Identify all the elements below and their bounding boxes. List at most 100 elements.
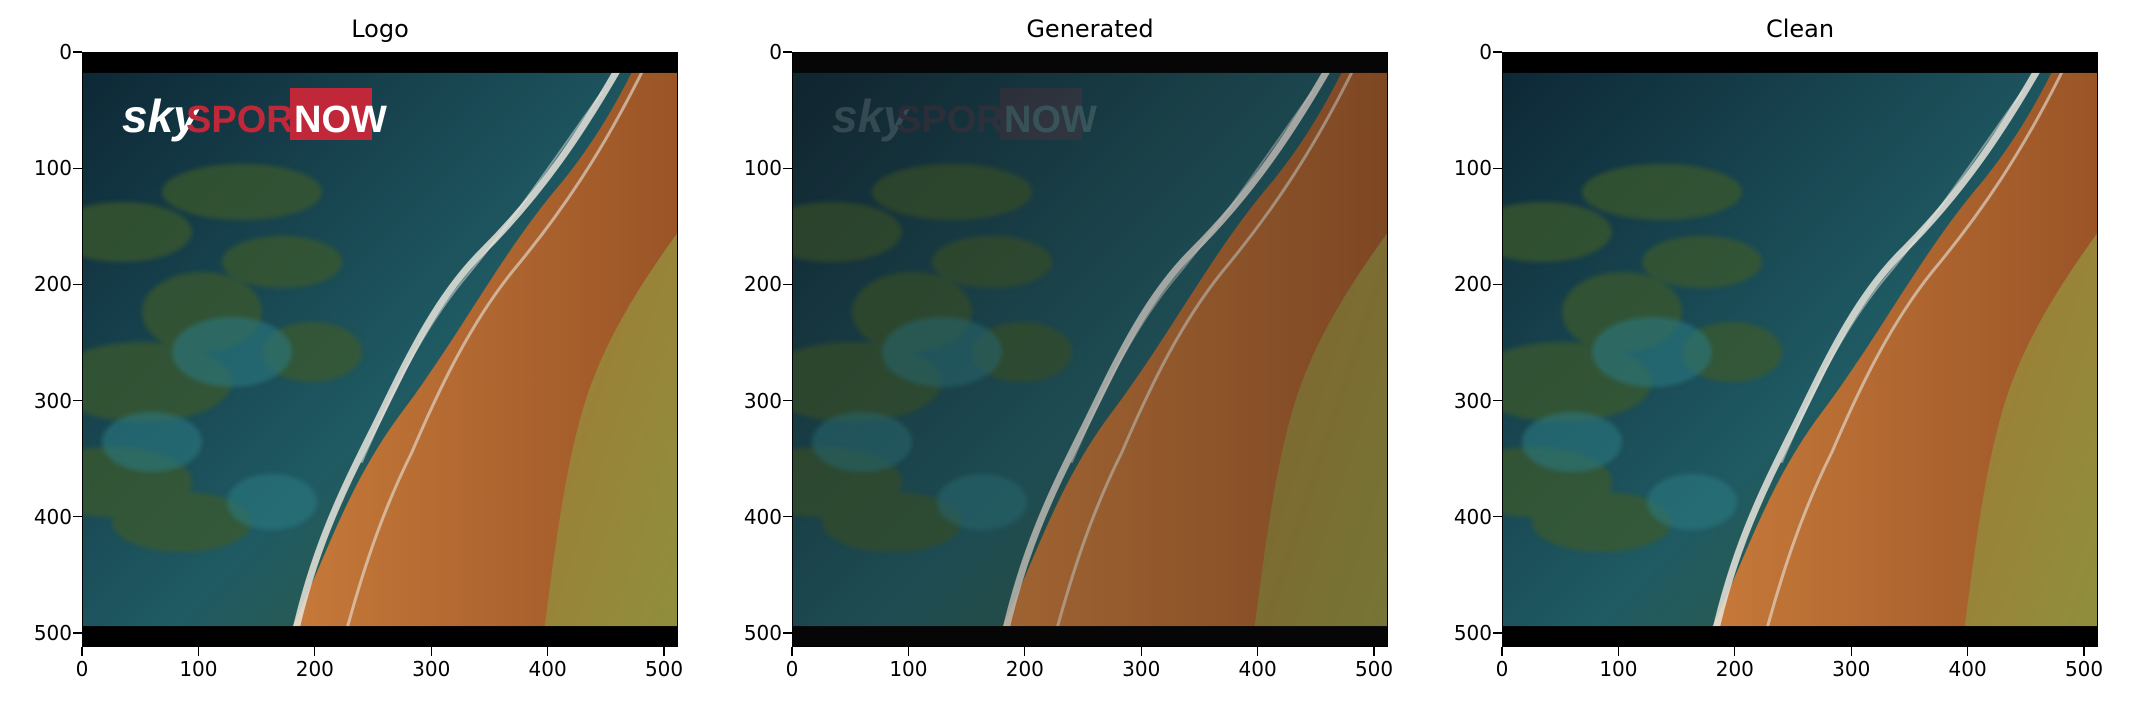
- panel-generated: Generated sky SPORT NOW 0 100 200 300 400 500 0 10…: [710, 0, 1393, 712]
- logo-sport-text: SPORT: [186, 99, 317, 141]
- panel-logo: Logo sky SPORT NOW 0 100 200 300 400 500 0 100 200 3…: [0, 0, 683, 712]
- y-tick: [783, 167, 792, 169]
- logo-now-box: [1000, 88, 1082, 140]
- x-tick-label: 100: [179, 657, 218, 681]
- y-tick: [73, 283, 82, 285]
- y-tick: [1493, 632, 1502, 634]
- y-tick-label: 200: [33, 272, 72, 297]
- y-tick: [783, 516, 792, 518]
- x-tick-label: 0: [1495, 657, 1509, 681]
- land-area: [542, 232, 678, 647]
- y-tick: [783, 632, 792, 634]
- x-tick: [314, 647, 316, 656]
- x-tick: [1501, 647, 1503, 656]
- logo-now-text: NOW: [294, 99, 387, 141]
- x-tick: [2083, 647, 2085, 656]
- x-tick-label: 200: [295, 657, 334, 681]
- x-tick-label: 100: [1599, 657, 1638, 681]
- algae-patches: [1502, 164, 1782, 552]
- y-tick: [73, 632, 82, 634]
- x-tick: [1617, 647, 1619, 656]
- logo-sky-text: sky: [122, 90, 201, 142]
- x-tick-label: 200: [1005, 657, 1044, 681]
- logo-now-box: [290, 88, 372, 140]
- x-tick: [1024, 647, 1026, 656]
- dim-overlay: [792, 52, 1388, 647]
- x-tick: [1257, 647, 1259, 656]
- logo-now-text: NOW: [1004, 99, 1097, 141]
- panel-title: Clean: [1765, 15, 1835, 43]
- y-tick-label: 200: [743, 272, 782, 297]
- algae-patches: [82, 164, 362, 552]
- x-tick-label: 500: [1354, 657, 1394, 681]
- x-tick-label: 400: [528, 657, 567, 681]
- teal-shallows: [102, 317, 317, 530]
- x-tick-label: 0: [785, 657, 799, 681]
- y-tick: [1493, 51, 1502, 53]
- y-tick-label: 500: [1453, 621, 1492, 646]
- y-tick: [1493, 516, 1502, 518]
- y-tick: [73, 167, 82, 169]
- x-tick: [1373, 647, 1375, 656]
- y-tick: [783, 400, 792, 402]
- x-tick-label: 0: [75, 657, 89, 681]
- letterbox-bottom: [1502, 626, 2098, 647]
- y-tick: [783, 283, 792, 285]
- logo-sky-text: sky: [832, 90, 911, 142]
- y-tick-label: 300: [743, 388, 782, 413]
- x-tick: [663, 647, 665, 656]
- y-tick: [1493, 283, 1502, 285]
- image-plot: [1502, 52, 2098, 647]
- x-tick-label: 300: [1832, 657, 1871, 681]
- y-tick-label: 400: [743, 504, 782, 529]
- x-tick-label: 100: [889, 657, 928, 681]
- axes: sky SPORT NOW 0 100 200 300 400 500 0 100 200 300 400…: [34, 41, 683, 680]
- panel-clean: Clean 0 100 200 300 400 500 0 100 200 300 400 500: [1420, 0, 2103, 712]
- y-tick-label: 0: [59, 40, 72, 64]
- surf-line: [998, 58, 1354, 647]
- letterbox-top: [1502, 52, 2098, 73]
- y-tick: [73, 51, 82, 53]
- surf-line: [288, 58, 644, 647]
- y-tick-label: 0: [769, 40, 782, 64]
- logo-sport-text: SPORT: [896, 99, 1027, 141]
- y-tick-label: 500: [743, 621, 782, 646]
- x-tick-label: 400: [1238, 657, 1277, 681]
- x-tick: [907, 647, 909, 656]
- y-tick: [1493, 167, 1502, 169]
- y-tick-label: 400: [1453, 504, 1492, 529]
- letterbox-bottom: [82, 626, 678, 647]
- x-tick-label: 500: [644, 657, 684, 681]
- y-tick-label: 100: [33, 156, 72, 181]
- teal-shallows: [812, 317, 1027, 530]
- x-tick: [547, 647, 549, 656]
- x-tick: [197, 647, 199, 656]
- letterbox-top: [792, 52, 1388, 73]
- land-area: [1252, 232, 1388, 647]
- y-tick-label: 300: [1453, 388, 1492, 413]
- panel-title: Logo: [351, 15, 409, 43]
- land-area: [1962, 232, 2098, 647]
- x-tick: [81, 647, 83, 656]
- y-tick-label: 500: [33, 621, 72, 646]
- x-tick: [1734, 647, 1736, 656]
- x-tick: [1850, 647, 1852, 656]
- y-tick-label: 0: [1479, 40, 1492, 64]
- surf-line: [1708, 58, 2064, 647]
- y-tick-label: 100: [743, 156, 782, 181]
- y-tick: [1493, 400, 1502, 402]
- x-tick: [430, 647, 432, 656]
- y-tick: [73, 400, 82, 402]
- y-tick-label: 400: [33, 504, 72, 529]
- y-tick-label: 200: [1453, 272, 1492, 297]
- x-tick-label: 300: [1122, 657, 1161, 681]
- x-tick-label: 300: [412, 657, 451, 681]
- x-tick: [1140, 647, 1142, 656]
- y-tick: [73, 516, 82, 518]
- x-tick-label: 400: [1948, 657, 1987, 681]
- axes: sky SPORT NOW 0 100 200 300 400 500 0 100 200 300 400…: [744, 41, 1393, 680]
